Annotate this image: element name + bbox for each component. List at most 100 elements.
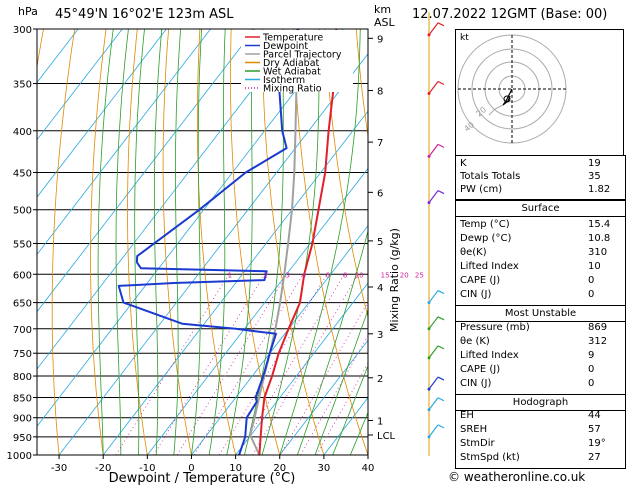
km-tick-label: 7 bbox=[377, 138, 383, 149]
mixing-ratio-label: 8 bbox=[343, 271, 347, 279]
wind-barb-point bbox=[427, 154, 431, 158]
totals-totals-label: Totals Totals bbox=[460, 171, 521, 182]
hodograph-unit-label: kt bbox=[460, 33, 469, 43]
x-axis-label: Dewpoint / Temperature (°C) bbox=[109, 471, 296, 486]
wind-barb bbox=[428, 345, 439, 359]
surface-theta-value: 310 bbox=[588, 247, 608, 258]
mixing-ratio-label: 1 bbox=[228, 271, 232, 279]
mixing-ratio-line bbox=[176, 274, 288, 455]
pressure-tick-label: 350 bbox=[13, 80, 32, 91]
wet-adiabat bbox=[279, 29, 361, 455]
wind-barb-flag bbox=[437, 190, 445, 195]
legend-label: Isotherm bbox=[263, 75, 305, 86]
dry-adiabat bbox=[127, 29, 148, 455]
hodograph-table: Hodograph EH 44 SREH 57 StmDir 19° StmSp… bbox=[455, 394, 626, 469]
km-tick-label: 9 bbox=[377, 34, 383, 45]
isotherm-line bbox=[37, 29, 123, 141]
km-tick-label: 3 bbox=[377, 330, 383, 341]
wet-adiabat bbox=[191, 29, 202, 455]
legend-background bbox=[241, 30, 353, 92]
hodograph-table-title: Hodograph bbox=[512, 397, 569, 408]
wet-adiabat bbox=[97, 29, 114, 455]
parcel-trajectory-line bbox=[249, 83, 298, 455]
pressure-tick-label: 1000 bbox=[7, 451, 32, 462]
wind-barb-flag bbox=[437, 143, 445, 148]
sreh-label: SREH bbox=[460, 424, 488, 435]
wind-barb bbox=[428, 190, 439, 203]
pressure-tick-label: 450 bbox=[13, 168, 32, 179]
pressure-unit-label: hPa bbox=[18, 5, 38, 18]
isotherm-line bbox=[37, 29, 211, 256]
wet-adiabat bbox=[173, 29, 182, 455]
hodograph-trace-gray bbox=[488, 104, 504, 116]
wind-barb-point bbox=[427, 301, 431, 305]
dry-adiabat bbox=[324, 29, 368, 319]
surface-table: Surface Temp (°C) 15.4 Dewp (°C) 10.8 θe… bbox=[455, 200, 626, 306]
wind-barb-point bbox=[427, 33, 431, 37]
isotherm-line bbox=[37, 29, 300, 370]
isotherm-line bbox=[37, 29, 167, 198]
km-tick-label: 6 bbox=[377, 188, 383, 199]
dry-adiabat bbox=[262, 29, 325, 455]
wet-adiabat bbox=[208, 29, 226, 455]
storm-dir-value: 19° bbox=[588, 438, 606, 449]
sreh-value: 57 bbox=[588, 424, 601, 435]
legend-label: Dry Adiabat bbox=[263, 58, 320, 69]
eh-label: EH bbox=[460, 410, 474, 421]
wind-barb-point bbox=[427, 92, 431, 96]
surface-cape-value: 0 bbox=[588, 275, 595, 286]
mixing-ratio-line bbox=[153, 274, 265, 455]
dry-adiabat bbox=[162, 29, 192, 455]
legend-label: Wet Adiabat bbox=[263, 67, 321, 78]
wind-barb-point bbox=[427, 201, 431, 205]
mixing-ratio-label: 20 bbox=[400, 271, 409, 279]
mu-cape-label: CAPE (J) bbox=[460, 364, 501, 375]
dry-adiabat bbox=[355, 29, 368, 139]
most-unstable-title: Most Unstable bbox=[504, 308, 577, 319]
surface-temp-value: 15.4 bbox=[588, 219, 611, 230]
x-tick-label: -30 bbox=[51, 463, 67, 474]
km-tick-label: 8 bbox=[377, 87, 383, 98]
surface-cin-value: 0 bbox=[588, 289, 595, 300]
dry-adiabat bbox=[90, 29, 107, 455]
mixing-ratio-line bbox=[300, 334, 368, 455]
surface-dewp-value: 10.8 bbox=[588, 233, 611, 244]
km-tick-label: 5 bbox=[377, 237, 383, 248]
wet-adiabat bbox=[153, 29, 163, 455]
km-tick-label: 2 bbox=[377, 374, 383, 385]
isotherm-line bbox=[279, 339, 368, 455]
surface-cin-label: CIN (J) bbox=[460, 289, 492, 300]
mixing-ratio-axis-label: Mixing Ratio (g/kg) bbox=[388, 228, 401, 332]
wind-barb-point bbox=[427, 327, 431, 331]
mixing-ratio-label: 15 bbox=[381, 271, 390, 279]
legend-label: Parcel Trajectory bbox=[263, 50, 342, 61]
wind-barb-flag bbox=[437, 397, 445, 402]
hodograph-trace bbox=[502, 88, 513, 106]
isotherm-line bbox=[37, 29, 256, 313]
pressure-tick-label: 600 bbox=[13, 270, 32, 281]
mixing-ratio-label: 2 bbox=[263, 271, 267, 279]
totals-totals-value: 35 bbox=[588, 171, 601, 182]
wind-barb-flag bbox=[437, 316, 445, 321]
storm-speed-value: 27 bbox=[588, 452, 601, 463]
wind-barb bbox=[428, 22, 439, 36]
mixing-ratio-label: 6 bbox=[326, 271, 331, 279]
wind-barb bbox=[428, 144, 439, 157]
pw-value: 1.82 bbox=[588, 184, 611, 195]
mu-cin-value: 0 bbox=[588, 378, 595, 389]
storm-dir-label: StmDir bbox=[460, 438, 495, 449]
wet-adiabat bbox=[134, 29, 145, 455]
km-tick-label: 4 bbox=[377, 283, 383, 294]
mixing-ratio-label: 4 bbox=[302, 271, 307, 279]
mu-pressure-label: Pressure (mb) bbox=[460, 322, 530, 333]
dry-adiabat bbox=[196, 29, 236, 455]
legend-label: Temperature bbox=[262, 33, 323, 44]
hodograph: kt 20 40 bbox=[455, 29, 624, 158]
mixing-ratio-label: 10 bbox=[355, 271, 364, 279]
wet-adiabat bbox=[314, 308, 368, 455]
dry-adiabat bbox=[230, 29, 281, 455]
pressure-tick-label: 850 bbox=[13, 393, 32, 404]
wet-adiabat bbox=[297, 229, 368, 455]
